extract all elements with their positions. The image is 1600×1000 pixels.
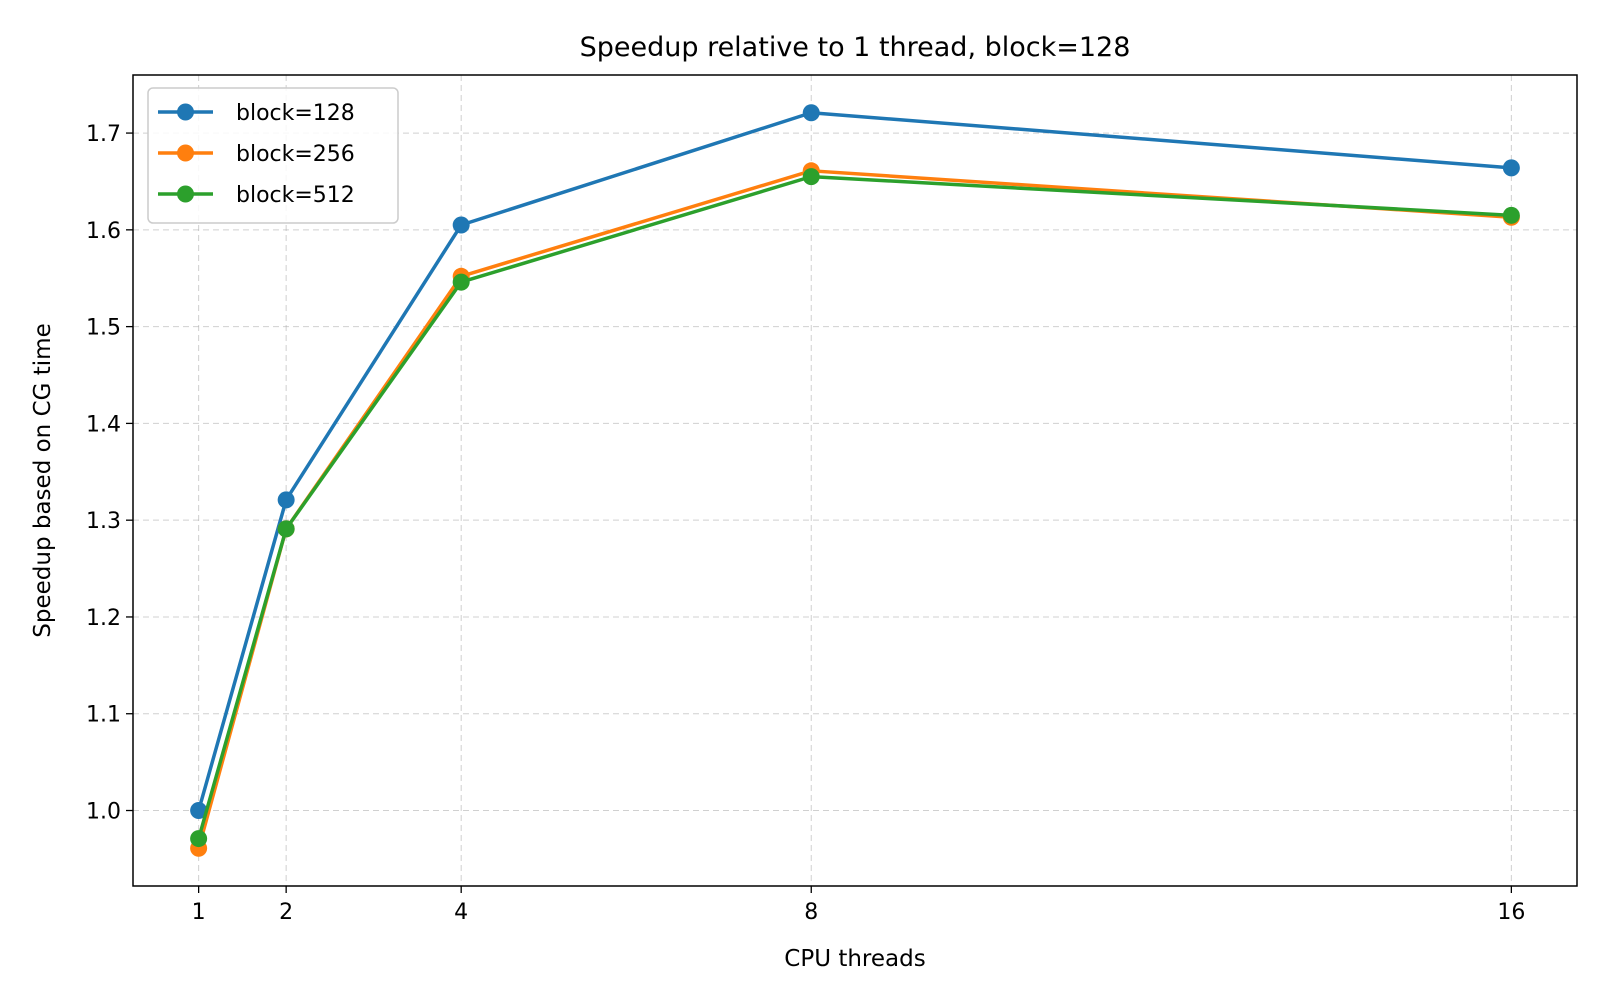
data-point <box>802 104 820 122</box>
data-point <box>452 216 470 234</box>
legend-marker <box>177 185 194 203</box>
y-axis-label: Speedup based on CG time <box>30 323 56 637</box>
x-tick-label: 2 <box>279 900 293 925</box>
y-tick-label: 1.1 <box>86 703 121 728</box>
data-point <box>190 802 208 820</box>
series-layer <box>190 104 1520 857</box>
legend-marker <box>177 103 194 121</box>
x-axis-label: CPU threads <box>784 946 925 972</box>
legend-label: block=256 <box>236 142 355 167</box>
data-point <box>802 168 820 186</box>
chart-title: Speedup relative to 1 thread, block=128 <box>580 32 1131 63</box>
data-point <box>1502 206 1520 224</box>
y-tick-label: 1.6 <box>86 219 121 244</box>
x-tick-label: 4 <box>454 900 468 925</box>
y-tick-label: 1.5 <box>86 316 121 341</box>
data-point <box>190 830 208 848</box>
series-block-512 <box>190 168 1520 848</box>
legend-item: block=128 <box>158 101 355 126</box>
x-tick-label: 8 <box>804 900 818 925</box>
data-point <box>452 273 470 291</box>
legend: block=128 block=256 block=512 <box>147 87 399 224</box>
series-block-128 <box>190 104 1520 820</box>
data-point <box>277 491 295 509</box>
data-point <box>277 520 295 538</box>
plot-frame <box>132 74 1578 887</box>
y-tick-label: 1.3 <box>86 509 121 534</box>
legend-item: block=256 <box>158 142 355 167</box>
legend-label: block=128 <box>236 101 355 126</box>
legend-marker <box>177 144 194 162</box>
data-point <box>1502 159 1520 177</box>
y-tick-label: 1.4 <box>86 412 121 437</box>
y-tick-label: 1.7 <box>86 122 121 147</box>
legend-box <box>147 87 399 224</box>
y-tick-label: 1.2 <box>86 606 121 631</box>
x-tick-label: 1 <box>192 900 206 925</box>
y-tick-label: 1.0 <box>86 800 121 825</box>
x-tick-label: 16 <box>1497 900 1525 925</box>
axis-ticks: 1 2 4 8 16 1.0 1.1 1.2 1.3 1.4 1.5 1.6 1.7 <box>86 122 1525 925</box>
legend-item: block=512 <box>158 183 355 208</box>
legend-label: block=512 <box>236 183 355 208</box>
grid <box>133 75 1577 886</box>
